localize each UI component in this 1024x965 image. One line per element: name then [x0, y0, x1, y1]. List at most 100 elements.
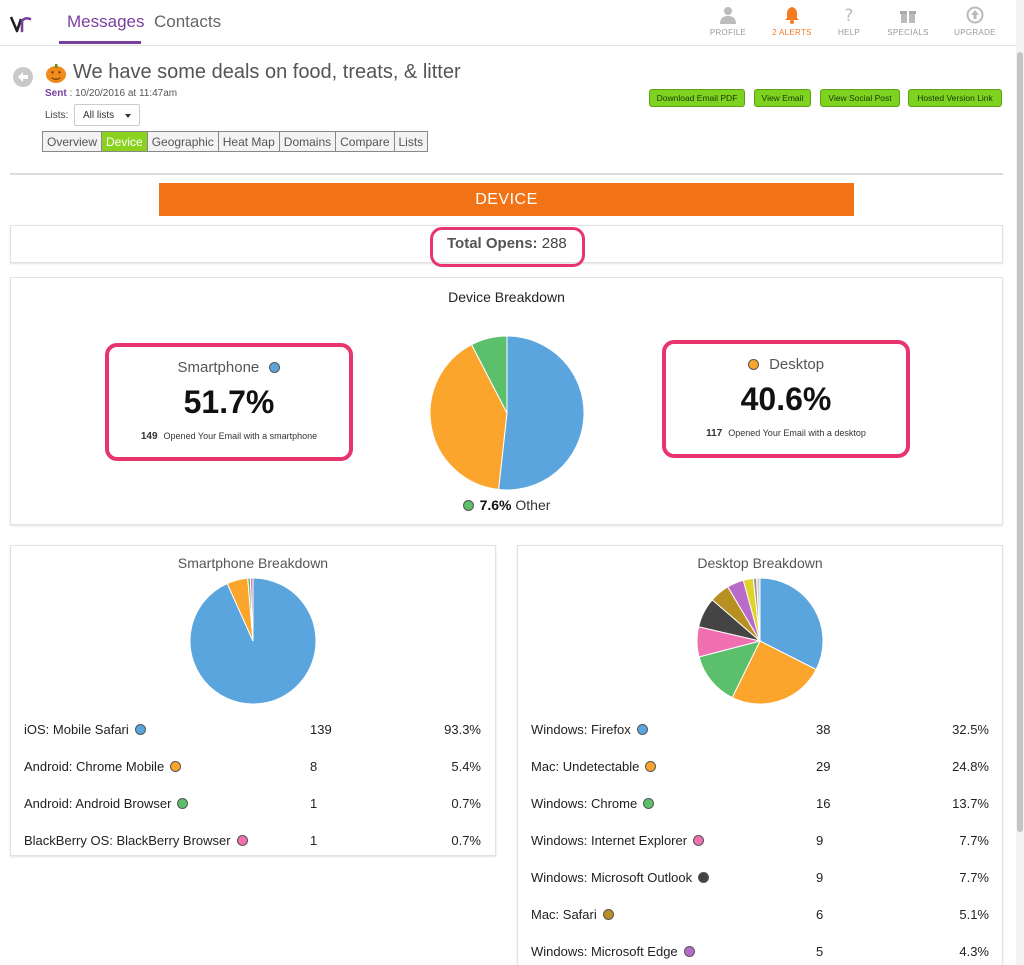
hosted-version-link-button[interactable]: Hosted Version Link [908, 89, 1002, 107]
smartphone-row-percent: 0.7% [451, 833, 481, 848]
desktop-row-color-dot [645, 761, 657, 772]
desktop-row-name: Windows: Microsoft Edge [531, 944, 695, 959]
desktop-row-label: Windows: Internet Explorer [531, 833, 688, 848]
desktop-row-count: 16 [816, 796, 831, 811]
smartphone-percent: 51.7% [183, 384, 275, 420]
desktop-row-label: Windows: Microsoft Edge [531, 944, 678, 959]
subtab-lists[interactable]: Lists [394, 132, 428, 151]
other-color-dot [462, 500, 474, 511]
smartphone-row-label: Android: Chrome Mobile [24, 759, 165, 774]
pie-slice-other-3[interactable] [756, 577, 761, 642]
smartphone-row-color-dot [134, 724, 146, 735]
smartphone-row-count: 1 [310, 796, 318, 811]
help-button[interactable]: ? HELP [814, 6, 884, 37]
desktop-row-count: 9 [816, 833, 824, 848]
active-tab-underline [59, 41, 141, 44]
lists-dropdown[interactable]: All lists [74, 104, 140, 126]
smartphone-row-color-dot [170, 761, 182, 772]
view-email-button[interactable]: View Email [754, 89, 811, 107]
upgrade-icon [966, 6, 984, 24]
desktop-row-name: Windows: Internet Explorer [531, 833, 705, 848]
desktop-breakdown-title: Desktop Breakdown [697, 555, 823, 571]
specials-button[interactable]: SPECIALS [873, 6, 943, 37]
total-opens-value: 288 [541, 235, 567, 252]
desktop-label: Desktop [769, 356, 825, 373]
report-subtabs: Overview Device Geographic Heat Map Doma… [42, 131, 429, 152]
smartphone-row-percent: 0.7% [451, 796, 481, 811]
desktop-row-percent: 24.8% [952, 759, 989, 774]
sent-label: Sent [45, 88, 67, 99]
smartphone-row-percent: 93.3% [444, 722, 481, 737]
smartphone-count: 149 [140, 431, 158, 442]
desktop-row-label: Windows: Firefox [531, 722, 631, 737]
desktop-row-count: 5 [816, 944, 824, 959]
subtab-compare[interactable]: Compare [336, 132, 395, 151]
subtab-geographic[interactable]: Geographic [147, 132, 219, 151]
svg-text:?: ? [844, 6, 853, 24]
download-pdf-button[interactable]: Download Email PDF [649, 89, 745, 107]
desktop-row-percent: 5.1% [959, 907, 989, 922]
section-banner: DEVICE [159, 183, 854, 216]
desktop-row-name: Windows: Firefox [531, 722, 648, 737]
desktop-row-color-dot [698, 872, 710, 883]
smartphone-row-name: Android: Chrome Mobile [24, 759, 182, 774]
smartphone-row-label: iOS: Mobile Safari [24, 722, 129, 737]
desktop-row-name: Mac: Undetectable [531, 759, 657, 774]
smartphone-summary: 149 Opened Your Email with a smartphone [109, 431, 349, 442]
pie-slice-mac-undetectable[interactable] [731, 640, 817, 705]
smartphone-row-count: 8 [310, 759, 318, 774]
smartphone-stat-box: Smartphone 51.7% 149 Opened Your Email wi… [105, 343, 353, 461]
lists-selected-value: All lists [83, 110, 115, 121]
alerts-label: 2 ALERTS [772, 28, 812, 37]
desktop-color-dot [747, 359, 759, 370]
subtab-domains[interactable]: Domains [279, 132, 337, 151]
desktop-row-percent: 13.7% [952, 796, 989, 811]
subtab-heat-map[interactable]: Heat Map [218, 132, 280, 151]
nav-tab-messages[interactable]: Messages [67, 12, 145, 31]
upgrade-button[interactable]: UPGRADE [940, 6, 1010, 37]
subtab-overview[interactable]: Overview [43, 132, 103, 151]
view-social-post-button[interactable]: View Social Post [820, 89, 900, 107]
desktop-row-percent: 7.7% [959, 870, 989, 885]
email-title: We have some deals on food, treats, & li… [73, 61, 461, 83]
subtab-device[interactable]: Device [102, 132, 148, 151]
pie-slice-windows-firefox[interactable] [759, 577, 824, 671]
nav-tab-contacts[interactable]: Contacts [154, 12, 222, 31]
header-divider [10, 173, 1003, 175]
pie-slice-windows-chrome[interactable] [698, 640, 761, 699]
desktop-row-percent: 32.5% [952, 722, 989, 737]
desktop-row-label: Windows: Microsoft Outlook [531, 870, 693, 885]
desktop-label-row: Desktop [666, 356, 906, 373]
device-pie-chart [429, 335, 585, 491]
other-summary: 7.6% Other [0, 497, 1013, 513]
desktop-row-percent: 7.7% [959, 833, 989, 848]
desktop-row-count: 29 [816, 759, 831, 774]
desktop-row-count: 38 [816, 722, 831, 737]
desktop-row-count: 9 [816, 870, 824, 885]
total-opens-card [10, 225, 1003, 263]
vr-logo-icon[interactable] [9, 11, 33, 35]
smartphone-row-name: Android: Android Browser [24, 796, 189, 811]
desktop-stat-box: Desktop 40.6% 117 Opened Your Email with … [662, 340, 910, 458]
pie-slice-blackberry-os-blackberry-browser[interactable] [249, 577, 254, 642]
pie-slice-other[interactable] [470, 335, 508, 414]
smartphone-label: Smartphone [177, 359, 260, 376]
upgrade-label: UPGRADE [954, 28, 996, 37]
question-icon: ? [844, 6, 853, 24]
desktop-row-color-dot [602, 909, 614, 920]
desktop-row-color-dot [636, 724, 648, 735]
back-button[interactable] [13, 67, 33, 87]
desktop-percent: 40.6% [740, 381, 832, 417]
profile-button[interactable]: PROFILE [693, 6, 763, 37]
smartphone-row-percent: 5.4% [451, 759, 481, 774]
caret-down-icon [125, 114, 131, 118]
pie-slice-desktop[interactable] [429, 343, 508, 491]
help-label: HELP [837, 28, 861, 37]
back-arrow-icon [18, 72, 28, 82]
profile-label: PROFILE [709, 28, 747, 37]
desktop-row-label: Mac: Safari [531, 907, 597, 922]
scrollbar-thumb[interactable] [1017, 52, 1023, 832]
pie-slice-smartphone[interactable] [497, 335, 585, 491]
alerts-button[interactable]: 2 ALERTS [757, 6, 827, 37]
